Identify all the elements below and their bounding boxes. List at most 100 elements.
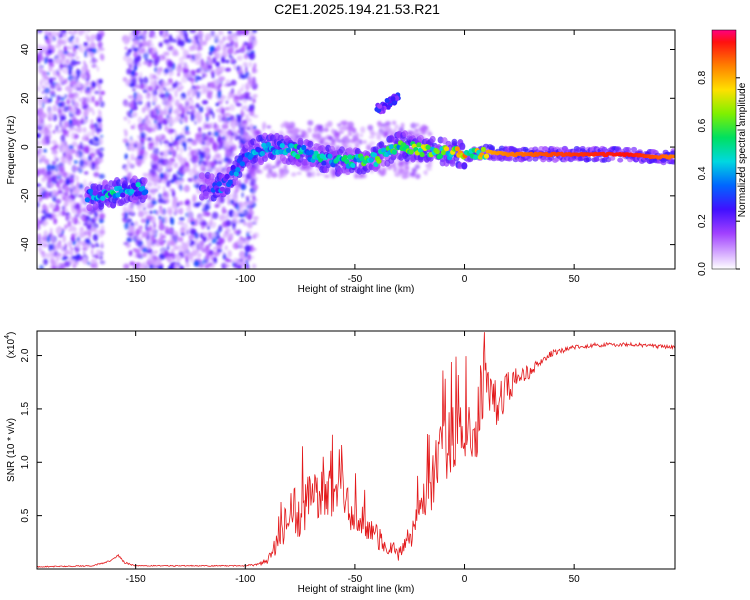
heatmap-cell — [37, 43, 42, 51]
heatmap-cell — [670, 159, 675, 165]
heatmap-cell — [213, 256, 218, 264]
heatmap-cell — [168, 93, 172, 102]
heatmap-cell — [367, 124, 374, 131]
heatmap-cell — [204, 37, 209, 43]
heatmap-cell — [86, 204, 93, 212]
heatmap-cell — [212, 111, 215, 119]
heatmap-cell — [381, 167, 387, 173]
heatmap-cell — [222, 35, 227, 42]
heatmap-cell — [301, 144, 307, 151]
heatmap-cell — [192, 39, 196, 45]
heatmap-cell — [40, 44, 48, 52]
heatmap-cell — [208, 173, 215, 181]
heatmap-cell — [100, 90, 105, 96]
heatmap-cell — [135, 182, 141, 188]
heatmap-cell — [81, 136, 88, 141]
heatmap-cell — [167, 228, 174, 234]
heatmap-cell — [252, 114, 259, 118]
heatmap-cell — [194, 43, 199, 48]
heatmap-cell — [153, 209, 157, 214]
heatmap-cell — [218, 76, 226, 82]
heatmap-cell — [82, 207, 86, 212]
heatmap-cell — [151, 163, 159, 170]
heatmap-cell — [75, 36, 80, 44]
heatmap-cell — [86, 261, 91, 265]
heatmap-cell — [169, 179, 175, 184]
heatmap-cell — [64, 122, 70, 128]
heatmap-cell — [101, 31, 105, 37]
heatmap-cell — [152, 176, 156, 184]
heatmap-cell — [208, 242, 212, 247]
heatmap-cell — [182, 187, 189, 191]
heatmap-cell — [205, 252, 210, 260]
heatmap-cell — [173, 244, 177, 250]
heatmap-cell — [171, 70, 175, 76]
heatmap-cell — [134, 140, 139, 146]
heatmap-cell — [139, 228, 143, 234]
chart-title: C2E1.2025.194.21.53.R21 — [274, 1, 440, 17]
heatmap-cell — [188, 55, 193, 60]
heatmap-cell — [434, 149, 440, 155]
heatmap-cell — [306, 171, 313, 178]
heatmap-cell — [143, 189, 149, 195]
heatmap-cell — [86, 46, 90, 53]
heatmap-cell — [129, 203, 134, 209]
y-tick-label: 0.5 — [20, 508, 31, 522]
heatmap-cell — [63, 200, 69, 207]
heatmap-cell — [135, 30, 141, 35]
heatmap-cell — [199, 68, 206, 75]
heatmap-cell — [90, 262, 97, 269]
heatmap-cell — [313, 126, 318, 133]
heatmap-cell — [39, 130, 44, 135]
heatmap-cell — [204, 152, 210, 158]
heatmap-cell — [232, 242, 238, 249]
heatmap-cell — [248, 52, 256, 61]
heatmap-cell — [368, 157, 374, 163]
heatmap-cell — [313, 150, 319, 156]
heatmap-cell — [253, 40, 257, 47]
heatmap-cell — [195, 68, 201, 74]
heatmap-cell — [98, 256, 104, 260]
heatmap-cell — [65, 132, 70, 138]
heatmap-cell — [51, 258, 56, 266]
heatmap-cell — [218, 114, 223, 123]
heatmap-cell — [145, 218, 150, 225]
heatmap-cell — [133, 51, 139, 58]
heatmap-cell — [242, 62, 248, 67]
heatmap-cell — [53, 154, 58, 162]
heatmap-cell — [44, 135, 50, 142]
heatmap-cell — [70, 250, 74, 257]
heatmap-cell — [79, 159, 85, 167]
heatmap-cell — [153, 59, 159, 67]
heatmap-cell — [162, 250, 170, 257]
heatmap-cell — [157, 158, 165, 165]
heatmap-cell — [137, 135, 141, 139]
heatmap-cell — [37, 98, 42, 107]
heatmap-cell — [169, 69, 172, 77]
heatmap-cell — [208, 249, 214, 256]
heatmap-cell — [46, 71, 50, 76]
heatmap-cell — [671, 154, 675, 159]
heatmap-cell — [227, 236, 233, 243]
heatmap-cell — [153, 119, 158, 125]
heatmap-cell — [72, 46, 77, 53]
heatmap-cell — [185, 263, 190, 268]
heatmap-cell — [147, 176, 154, 181]
heatmap-cell — [186, 254, 193, 259]
heatmap-cell — [84, 171, 89, 175]
heatmap-cell — [165, 90, 169, 98]
heatmap-cell — [71, 141, 78, 148]
heatmap-cell — [176, 65, 183, 73]
heatmap-cell — [58, 51, 62, 56]
heatmap-cell — [151, 81, 157, 89]
heatmap-cell — [246, 161, 253, 169]
heatmap-cell — [99, 95, 102, 103]
heatmap-cell — [230, 79, 237, 86]
heatmap-cell — [69, 193, 75, 200]
heatmap-cell — [100, 240, 104, 249]
heatmap-cell — [183, 73, 189, 78]
heatmap-cell — [285, 147, 292, 153]
heatmap-cell — [375, 131, 382, 137]
heatmap-cell — [80, 73, 86, 79]
